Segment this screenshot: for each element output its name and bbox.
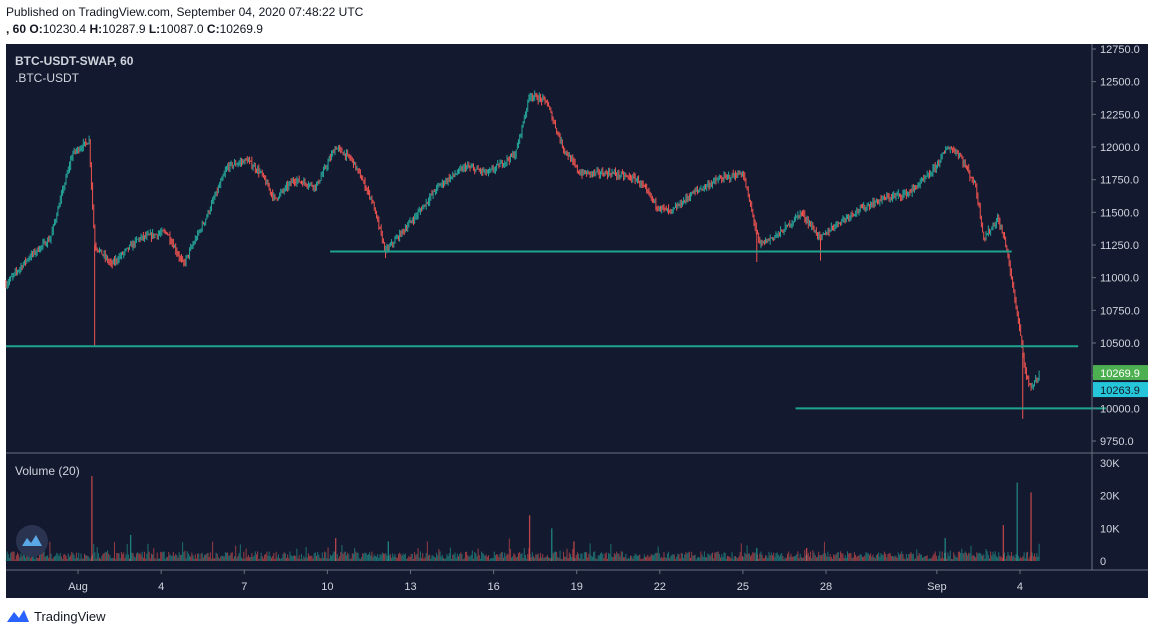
time-tick-label: Sep (927, 581, 947, 593)
time-tick-label: 28 (820, 581, 832, 593)
time-tick-label: 4 (158, 581, 164, 593)
volume-label: Volume (20) (15, 464, 80, 478)
close-label: C: (206, 22, 220, 36)
price-tick-label: 12500.0 (1100, 77, 1140, 89)
close-value: 10269.9 (219, 22, 263, 36)
time-tick-label: 4 (1017, 581, 1023, 593)
price-tick-label: 9750.0 (1100, 436, 1134, 448)
time-tick-label: 16 (487, 581, 499, 593)
low-value: 10087.0 (160, 22, 204, 36)
candle-series (5, 90, 1040, 419)
time-tick-label: 13 (404, 581, 416, 593)
time-tick-label: 7 (241, 581, 247, 593)
price-tick-label: 11250.0 (1100, 240, 1139, 252)
crosshair-price-badge: 10263.9 (1093, 382, 1148, 398)
price-tick-label: 12000.0 (1100, 142, 1140, 154)
open-value: 10230.4 (42, 22, 87, 36)
crosshair-price-label: 10263.9 (1100, 385, 1140, 397)
symbol-title: BTC-USDT-SWAP, 60 (15, 54, 134, 68)
symbol-subtitle: .BTC-USDT (15, 71, 80, 85)
horizontal-levels[interactable] (6, 250, 1106, 410)
tradingview-watermark-icon (16, 525, 48, 557)
open-label: O: (29, 22, 43, 36)
low-label: L: (148, 22, 161, 36)
price-tick-label: 12750.0 (1100, 44, 1140, 56)
time-tick-label: Aug (68, 581, 88, 593)
time-axis: Aug 4 7 10 13 16 19 22 25 28 Sep 4 (68, 570, 1023, 593)
ohlc-interval: , 60 (6, 22, 27, 36)
volume-series (5, 476, 1040, 561)
time-tick-label: 25 (737, 581, 749, 593)
price-tick-label: 11500.0 (1100, 207, 1139, 219)
footer-brand-label: TradingView (34, 608, 106, 624)
ohlc-readout: , 60 O:10230.4 H:10287.9 L:10087.0 C:102… (6, 22, 263, 36)
high-label: H: (89, 22, 103, 36)
volume-tick-label: 20K (1100, 491, 1120, 503)
price-tick-label: 11750.0 (1100, 175, 1139, 187)
tradingview-logo-icon (7, 610, 29, 622)
price-tick-label: 10500.0 (1100, 338, 1140, 350)
last-price-label: 10269.9 (1100, 368, 1140, 380)
price-tick-label: 12250.0 (1100, 109, 1140, 121)
volume-axis: 30K 20K 10K 0 (1100, 458, 1120, 568)
volume-tick-label: 0 (1100, 556, 1106, 568)
high-value: 10287.9 (102, 22, 146, 36)
price-tick-label: 10750.0 (1100, 305, 1140, 317)
footer-brand[interactable]: TradingView (6, 605, 106, 627)
volume-tick-label: 30K (1100, 458, 1120, 470)
price-tick-label: 11000.0 (1100, 273, 1139, 285)
chart-background (6, 44, 1148, 598)
time-tick-label: 19 (571, 581, 583, 593)
price-tick-label: 10000.0 (1100, 403, 1140, 415)
last-price-badge: 10269.9 (1093, 365, 1148, 381)
volume-tick-label: 10K (1100, 523, 1120, 535)
time-tick-label: 22 (654, 581, 666, 593)
time-tick-label: 10 (321, 581, 333, 593)
published-info: Published on TradingView.com, September … (6, 5, 364, 19)
